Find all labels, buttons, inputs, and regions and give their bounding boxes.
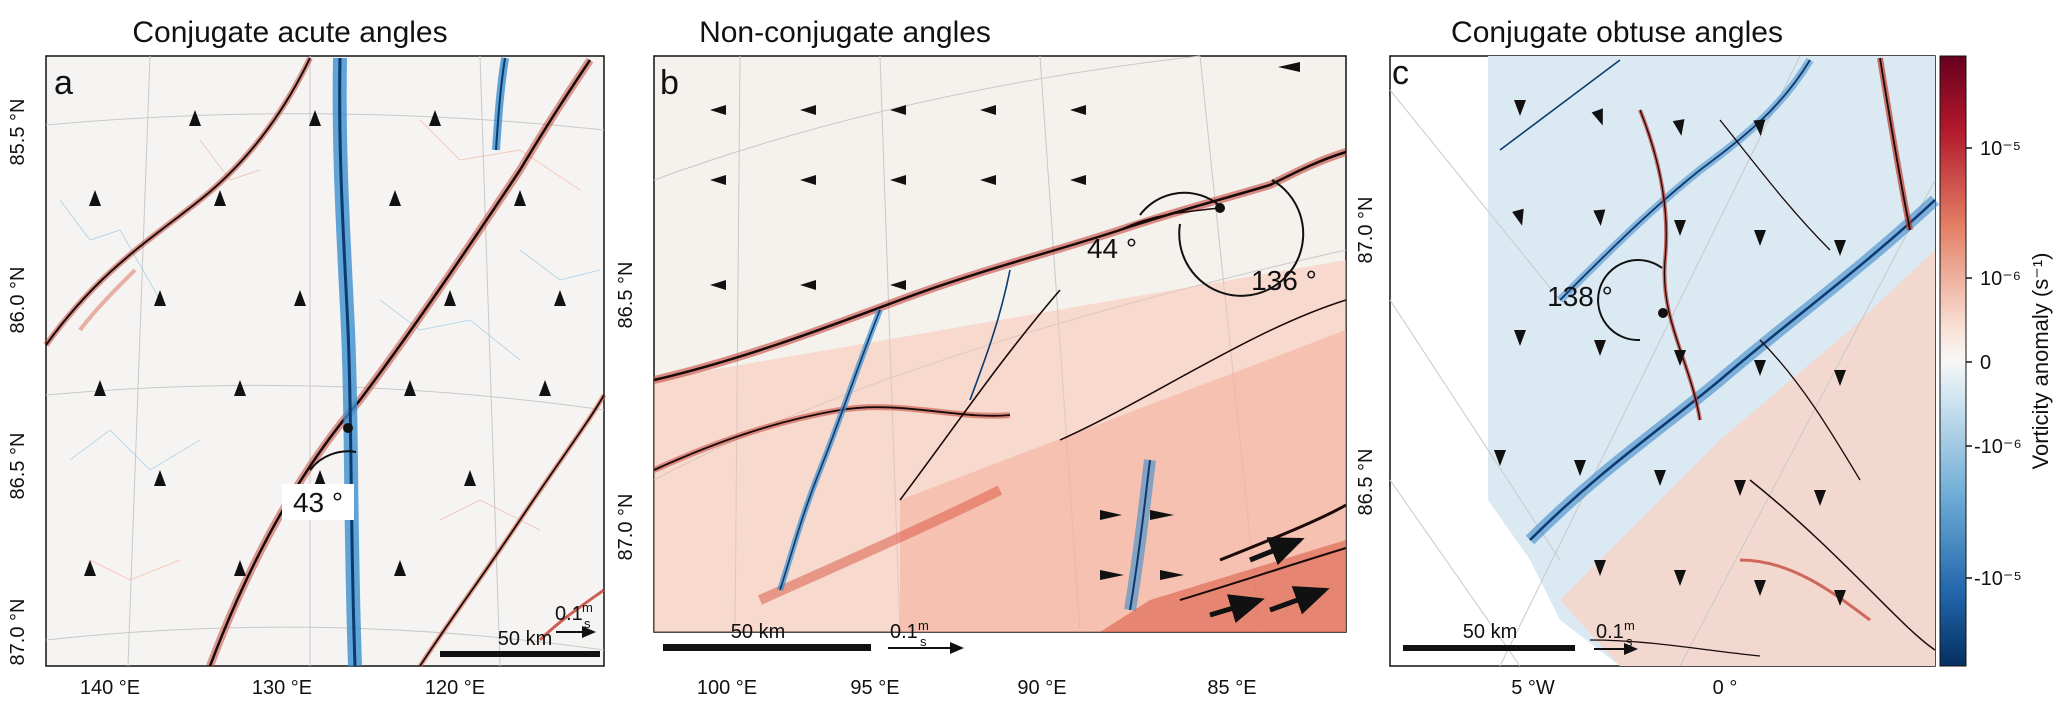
colorbar-title: Vorticity anomaly (s⁻¹) (2028, 253, 2053, 470)
panel-a-angle-label: 43 ° (293, 487, 343, 518)
panel-c-angle-label: 138 ° (1547, 281, 1613, 312)
panel-b-ytick: 87.0 °N (615, 494, 637, 561)
panel-a-scale-bar-label: 50 km (498, 628, 552, 650)
panel-b-velocity-value: 0.1 (890, 621, 918, 643)
panel-c-letter: c (1392, 54, 1409, 92)
panel-a-frame (45, 55, 605, 667)
panel-c-angle: 138 ° (1547, 259, 1668, 342)
panel-a-noise (59, 119, 601, 581)
panel-a-vectors (84, 110, 566, 576)
colorbar-tick-label: -10⁻⁵ (1974, 568, 2022, 590)
panel-a-graticule (45, 55, 605, 667)
panel-c-scale-bar: 50 km (1403, 621, 1575, 651)
panel-a-xtick: 120 °E (425, 677, 485, 699)
panel-c-xtick: 0 ° (1713, 677, 1738, 699)
panel-a-ytick: 86.5 °N (7, 433, 29, 500)
colorbar-tick-label: 0 (1980, 352, 1991, 374)
panel-a-xtick: 140 °E (80, 677, 140, 699)
panel-c-vectors (1494, 100, 1846, 606)
panel-b-xtick: 85 °E (1207, 677, 1256, 699)
panel-c-angle-vertex (1658, 308, 1668, 318)
panel-b-xtick: 90 °E (1017, 677, 1066, 699)
panel-b-angles: 44 ° 136 ° (1087, 179, 1317, 297)
panel-a-ytick: 85.5 °N (7, 99, 29, 166)
panel-b-ytick: 86.5 °N (615, 262, 637, 329)
panel-c-velocity-unit-top: m (1624, 618, 1635, 633)
panel-b-angle-vertex (1215, 203, 1225, 213)
panel-c-x-axis: 5 °W 0 ° (1511, 677, 1737, 699)
panel-a: Conjugate acute angles (7, 16, 607, 699)
panel-b-velocity-unit-top: m (918, 618, 929, 633)
panel-a-y-axis: 85.5 °N 86.0 °N 86.5 °N 87.0 °N (7, 99, 29, 666)
panel-b-velocity-unit-bottom: s (920, 634, 927, 649)
panel-c-velocity-scale: 0.1 m s (1594, 618, 1638, 655)
colorbar-tick-label: 10⁻⁶ (1980, 268, 2021, 290)
colorbar-gradient (1939, 55, 1967, 667)
panel-c-xtick: 5 °W (1511, 677, 1555, 699)
colorbar: 10⁻⁵ 10⁻⁶ 0 -10⁻⁶ -10⁻⁵ Vorticity anomal… (1939, 55, 2053, 667)
panel-b-velocity-scale: 0.1 m s (888, 618, 964, 654)
panel-a-ytick: 86.0 °N (7, 267, 29, 334)
panel-a-title: Conjugate acute angles (132, 16, 447, 49)
panel-c-y-axis: 87.0 °N 86.5 °N (1355, 197, 1377, 516)
panel-c-scale-bar-label: 50 km (1463, 621, 1517, 643)
panel-c-cracks (1499, 57, 1940, 657)
panel-b-scale-bar-label: 50 km (731, 621, 785, 643)
panel-c: Conjugate obtuse angles (1355, 16, 1940, 699)
panel-b-xtick: 100 °E (697, 677, 757, 699)
colorbar-tick-label: 10⁻⁵ (1980, 138, 2021, 160)
panel-a-velocity-scale: 0.1 m s (555, 600, 596, 638)
panel-a-velocity-unit-bottom: s (584, 616, 591, 631)
panel-a-letter: a (54, 64, 73, 102)
panel-a-velocity-unit-top: m (582, 600, 593, 615)
panel-c-ytick: 87.0 °N (1355, 197, 1377, 264)
panel-b-angle-label: 44 ° (1087, 233, 1137, 264)
panel-b-scale-bar: 50 km (663, 621, 871, 651)
panel-b-cracks (652, 148, 1348, 611)
panel-b-vectors (710, 62, 1300, 580)
panel-c-velocity-value: 0.1 (1596, 621, 1624, 643)
panel-a-ytick: 87.0 °N (7, 599, 29, 666)
panel-a-angle: 43 ° (282, 423, 357, 520)
panel-a-cracks (43, 56, 607, 668)
colorbar-ticks (1966, 147, 1972, 579)
panel-c-ytick: 86.5 °N (1355, 449, 1377, 516)
panel-a-x-axis: 140 °E 130 °E 120 °E (80, 677, 485, 699)
panel-b-y-axis: 86.5 °N 87.0 °N (615, 262, 637, 561)
panel-b-angle-label: 136 ° (1251, 265, 1317, 296)
panel-a-angle-vertex (343, 423, 353, 433)
panel-b-title: Non-conjugate angles (699, 16, 991, 49)
panel-b-letter: b (660, 64, 679, 102)
panel-b-strong-vectors (1209, 537, 1330, 623)
panel-b: Non-conjugate angles (615, 16, 1348, 699)
colorbar-tick-label: -10⁻⁶ (1974, 436, 2022, 458)
panel-c-velocity-unit-bottom: s (1626, 634, 1633, 649)
panel-b-xtick: 95 °E (850, 677, 899, 699)
panel-b-x-axis: 100 °E 95 °E 90 °E 85 °E (697, 677, 1257, 699)
panel-a-velocity-value: 0.1 (555, 603, 583, 625)
panel-a-scale-bar: 50 km (440, 628, 600, 657)
panel-a-xtick: 130 °E (252, 677, 312, 699)
panel-c-title: Conjugate obtuse angles (1451, 16, 1783, 49)
